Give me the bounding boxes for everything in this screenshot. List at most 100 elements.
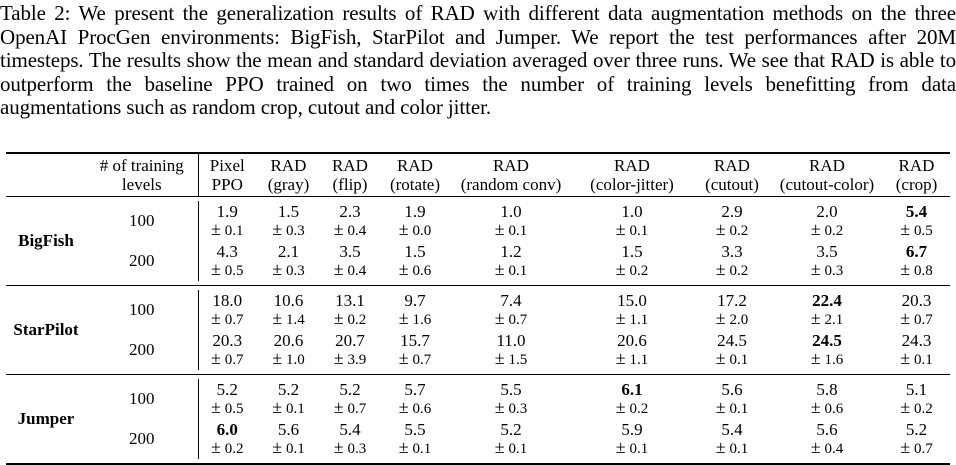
env-name: StarPilot bbox=[13, 320, 79, 339]
mean-value: 20.6 bbox=[273, 331, 304, 350]
std-cell: ± 0.7 bbox=[321, 398, 379, 419]
std-value: 0.7 bbox=[343, 401, 367, 417]
std-cell: ± 0.1 bbox=[451, 437, 571, 459]
mean-value: 2.3 bbox=[339, 202, 361, 221]
plus-minus-sign: ± bbox=[211, 219, 221, 239]
std-cell: ± 0.5 bbox=[198, 260, 256, 281]
plus-minus-sign: ± bbox=[810, 308, 821, 328]
std-value: 0.1 bbox=[408, 441, 432, 457]
mean-value: 22.4 bbox=[812, 291, 842, 310]
std-value: 0.3 bbox=[504, 401, 528, 417]
mean-value: 5.5 bbox=[500, 380, 522, 399]
std-cell: ± 0.7 bbox=[198, 349, 256, 370]
mean-value: 11.0 bbox=[496, 331, 526, 350]
mean-value: 1.5 bbox=[404, 242, 426, 261]
mean-value: 1.5 bbox=[277, 202, 300, 221]
std-cell: ± 0.2 bbox=[693, 220, 771, 241]
std-value: 0.7 bbox=[408, 352, 432, 368]
std-value: 0.1 bbox=[504, 263, 528, 279]
std-cell: ± 0.1 bbox=[693, 349, 771, 370]
mean-value: 20.6 bbox=[617, 331, 647, 350]
mean-value: 5.7 bbox=[404, 380, 426, 399]
std-value: 0.7 bbox=[220, 352, 244, 368]
method-header-line1: RAD bbox=[397, 156, 433, 175]
std-value: 0.2 bbox=[220, 441, 244, 457]
std-value: 0.8 bbox=[910, 263, 933, 279]
plus-minus-sign: ± bbox=[398, 259, 409, 279]
std-value: 0.5 bbox=[910, 223, 933, 239]
table-row-std: ± 0.5 ± 0.3 ± 0.4 ± 0.6 ± 0.1 ± 0.2 ± 0.2 ± 0.3… bbox=[6, 259, 950, 281]
plus-minus-sign: ± bbox=[615, 259, 626, 279]
std-cell: ± 1.1 bbox=[571, 349, 693, 370]
plus-minus-sign: ± bbox=[810, 437, 821, 457]
std-value: 0.6 bbox=[408, 263, 432, 279]
std-value: 0.1 bbox=[504, 441, 528, 457]
mean-value: 5.2 bbox=[905, 420, 928, 439]
mean-value: 1.9 bbox=[216, 202, 238, 221]
mean-value: 1.0 bbox=[621, 202, 643, 221]
plus-minus-sign: ± bbox=[272, 397, 283, 417]
plus-minus-sign: ± bbox=[494, 219, 505, 239]
method-header-line1: Pixel bbox=[209, 156, 245, 175]
std-cell: ± 1.4 bbox=[256, 309, 321, 330]
std-value: 3.9 bbox=[343, 352, 367, 368]
mean-value: 3.3 bbox=[721, 242, 743, 261]
std-cell: ± 0.6 bbox=[379, 259, 451, 281]
plus-minus-sign: ± bbox=[333, 219, 344, 239]
method-header-line1: RAD bbox=[493, 156, 529, 175]
method-header: RAD (gray) bbox=[256, 153, 321, 197]
std-cell: ± 0.0 bbox=[379, 219, 451, 241]
method-header-line2: (rotate) bbox=[389, 175, 441, 194]
method-header-line1: RAD bbox=[614, 156, 650, 175]
std-cell: ± 0.7 bbox=[451, 309, 571, 330]
std-value: 0.7 bbox=[910, 441, 933, 457]
std-value: 0.3 bbox=[282, 223, 305, 239]
levels-header-line1: # of training bbox=[99, 156, 184, 175]
method-header-line2: (flip) bbox=[332, 175, 368, 194]
std-value: 0.1 bbox=[504, 223, 528, 239]
std-value: 0.7 bbox=[910, 312, 933, 328]
method-header-line1: RAD bbox=[714, 156, 750, 175]
plus-minus-sign: ± bbox=[211, 437, 221, 457]
mean-value: 24.3 bbox=[901, 331, 932, 350]
plus-minus-sign: ± bbox=[494, 437, 505, 457]
plus-minus-sign: ± bbox=[333, 348, 344, 368]
env-header bbox=[6, 153, 86, 197]
std-cell: ± 1.5 bbox=[451, 349, 571, 370]
method-header-line1: RAD bbox=[332, 156, 368, 175]
results-table: # of training levels Pixel PPO RAD (gray) RA… bbox=[6, 152, 950, 465]
mean-value: 3.5 bbox=[339, 242, 361, 261]
std-cell: ± 0.1 bbox=[256, 438, 321, 459]
std-value: 0.2 bbox=[725, 223, 749, 239]
mean-value: 6.7 bbox=[905, 242, 928, 261]
mean-value: 20.3 bbox=[901, 291, 932, 310]
plus-minus-sign: ± bbox=[615, 308, 626, 328]
plus-minus-sign: ± bbox=[398, 219, 409, 239]
method-header-line2: (cutout-color) bbox=[779, 175, 875, 194]
mean-value: 5.1 bbox=[905, 380, 928, 399]
method-header: RAD (color-jitter) bbox=[571, 153, 693, 197]
mean-value: 5.9 bbox=[621, 420, 643, 439]
mean-value: 20.7 bbox=[335, 331, 365, 350]
std-value: 1.4 bbox=[282, 312, 305, 328]
mean-value: 15.7 bbox=[400, 331, 430, 350]
mean-value: 1.0 bbox=[500, 202, 522, 221]
env-name: BigFish bbox=[18, 231, 74, 250]
std-cell: ± 0.1 bbox=[451, 219, 571, 241]
std-cell: ± 0.2 bbox=[321, 309, 379, 330]
std-value: 0.1 bbox=[220, 223, 244, 239]
std-value: 0.1 bbox=[625, 223, 649, 239]
std-value: 0.1 bbox=[282, 441, 305, 457]
std-cell: ± 0.2 bbox=[198, 437, 256, 459]
mean-value: 5.4 bbox=[905, 202, 928, 221]
std-value: 0.2 bbox=[910, 401, 933, 417]
mean-value: 7.4 bbox=[500, 291, 522, 310]
method-header-line2: (color-jitter) bbox=[590, 175, 674, 194]
mean-value: 5.6 bbox=[277, 420, 300, 439]
levels-header-line2: levels bbox=[121, 175, 162, 194]
plus-minus-sign: ± bbox=[211, 308, 221, 328]
plus-minus-sign: ± bbox=[333, 437, 344, 457]
plus-minus-sign: ± bbox=[615, 219, 626, 239]
plus-minus-sign: ± bbox=[494, 397, 505, 417]
table-row-mean: Jumper 100 5.2 5.2 5.2 5.7 5.5 6.1 5.6 5.8 5.1 bbox=[6, 379, 950, 428]
